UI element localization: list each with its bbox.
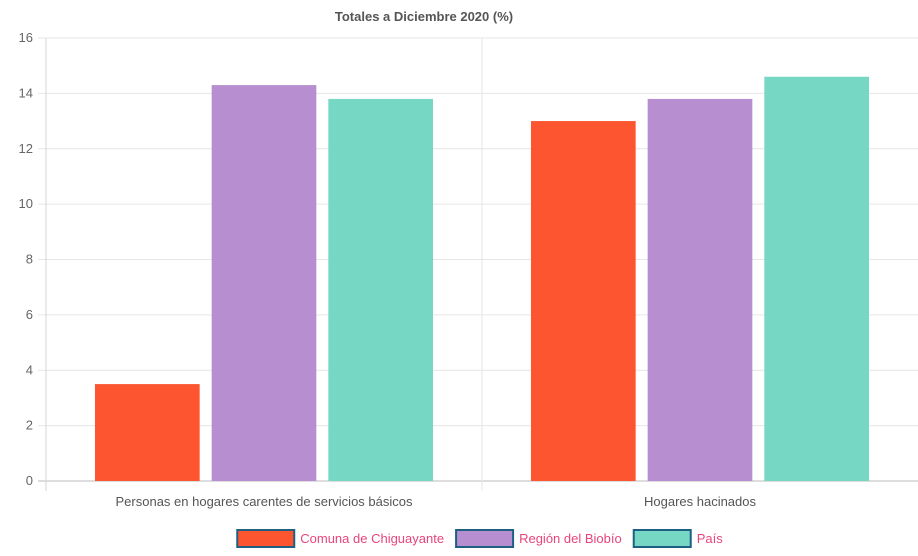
x-category-label: Hogares hacinados [644, 494, 757, 509]
y-tick-label: 4 [26, 362, 33, 377]
bar[interactable] [211, 85, 317, 481]
legend-swatch[interactable] [632, 529, 692, 548]
legend[interactable]: Comuna de Chiguayante Región del Biobío Pa… [236, 529, 724, 548]
legend-swatch[interactable] [236, 529, 296, 548]
legend-label[interactable]: Región del Biobío [519, 531, 622, 546]
bar[interactable] [764, 76, 869, 481]
bar[interactable] [647, 98, 753, 481]
y-tick-label: 16 [19, 30, 33, 45]
bar[interactable] [531, 121, 636, 481]
y-tick-label: 12 [19, 141, 33, 156]
y-tick-label: 8 [26, 252, 33, 267]
axes: 0 2 4 6 8 10 12 14 16 Personas en hogares carente… [19, 30, 757, 509]
bar[interactable] [328, 98, 433, 481]
bars [95, 76, 869, 481]
legend-label[interactable]: Comuna de Chiguayante [300, 531, 444, 546]
bar[interactable] [95, 384, 200, 481]
y-tick-label: 0 [26, 473, 33, 488]
y-tick-label: 10 [19, 196, 33, 211]
chart-title: Totales a Diciembre 2020 (%) [335, 9, 513, 24]
x-category-label: Personas en hogares carentes de servicio… [116, 494, 413, 509]
y-tick-label: 2 [26, 418, 33, 433]
legend-swatch[interactable] [455, 529, 515, 548]
y-tick-label: 6 [26, 307, 33, 322]
y-tick-label: 14 [19, 85, 33, 100]
legend-label[interactable]: País [697, 531, 724, 546]
